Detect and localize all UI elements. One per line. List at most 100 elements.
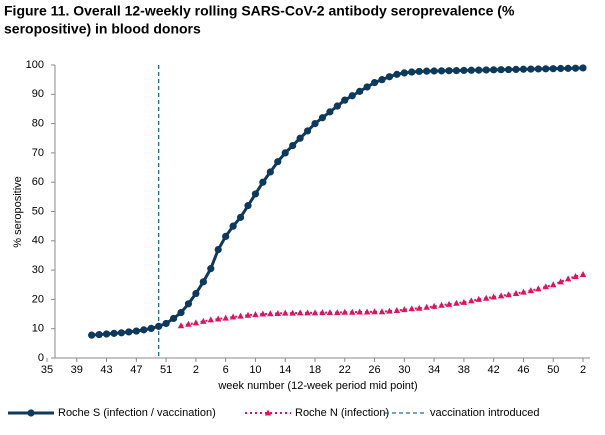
point — [282, 309, 289, 316]
point — [564, 64, 572, 72]
point — [527, 65, 535, 73]
y-tick-label: 50 — [32, 205, 44, 217]
point — [117, 329, 126, 337]
point — [169, 314, 178, 323]
point — [512, 290, 520, 297]
point — [385, 73, 394, 81]
point — [423, 67, 431, 75]
point — [483, 294, 490, 301]
point — [579, 270, 587, 277]
point — [363, 83, 371, 91]
point — [356, 308, 363, 315]
point — [408, 68, 416, 76]
point — [401, 306, 408, 313]
point — [318, 114, 327, 122]
point — [519, 65, 528, 73]
x-tick-label: 38 — [458, 364, 470, 376]
point — [453, 299, 460, 306]
point — [244, 202, 252, 210]
point — [437, 67, 446, 75]
legend-label: vaccination introduced — [430, 407, 539, 419]
point — [512, 65, 520, 73]
point — [430, 67, 438, 75]
point — [393, 70, 401, 78]
y-tick-label: 100 — [26, 59, 44, 71]
point — [289, 309, 296, 316]
y-tick-label: 10 — [32, 323, 44, 335]
point — [490, 66, 498, 74]
x-tick-label: 46 — [517, 364, 529, 376]
point — [311, 120, 319, 128]
point — [505, 291, 512, 298]
point — [348, 92, 356, 100]
point — [564, 275, 572, 282]
point — [304, 309, 311, 316]
point — [363, 308, 371, 315]
point — [557, 278, 564, 285]
x-tick-label: 6 — [223, 364, 229, 376]
point — [184, 300, 193, 308]
point — [475, 295, 482, 302]
point — [579, 64, 587, 72]
point — [177, 322, 185, 329]
point — [497, 292, 505, 299]
point — [140, 326, 148, 334]
y-tick-label: 20 — [32, 293, 44, 305]
legend-marker — [27, 409, 35, 417]
point — [460, 298, 468, 305]
point — [468, 297, 475, 304]
point — [215, 315, 222, 322]
point — [281, 149, 289, 157]
legend-label: Roche S (infection / vaccination) — [58, 407, 216, 419]
point — [110, 329, 118, 337]
point — [259, 178, 267, 186]
y-tick-label: 70 — [32, 147, 44, 159]
point — [438, 301, 445, 308]
point — [504, 65, 513, 74]
point — [185, 320, 192, 327]
point — [341, 308, 348, 315]
point — [319, 309, 326, 316]
point — [445, 300, 453, 307]
x-tick-label: 22 — [339, 364, 351, 376]
point — [192, 289, 200, 298]
x-tick-label: 14 — [279, 364, 291, 376]
y-tick-label: 80 — [32, 118, 44, 130]
point — [274, 309, 281, 316]
point — [542, 283, 549, 290]
x-tick-label: 35 — [41, 364, 53, 376]
point — [430, 302, 438, 309]
legend-marker — [264, 409, 272, 416]
point — [423, 303, 430, 310]
point — [274, 158, 282, 166]
point — [296, 309, 304, 316]
point — [311, 309, 319, 316]
point — [147, 324, 155, 333]
legend-label: Roche N (infection) — [295, 407, 389, 419]
x-tick-label: 39 — [71, 364, 83, 376]
point — [333, 102, 341, 110]
point — [236, 213, 245, 221]
x-tick-label: 47 — [130, 364, 142, 376]
point — [356, 87, 364, 95]
point — [95, 330, 103, 339]
point — [207, 316, 214, 323]
point — [534, 65, 542, 73]
point — [267, 310, 274, 317]
point — [88, 331, 96, 339]
point — [222, 314, 229, 321]
point — [520, 288, 527, 295]
point — [259, 310, 267, 317]
point — [192, 319, 200, 326]
point — [229, 313, 237, 320]
x-tick-label: 43 — [100, 364, 112, 376]
point — [155, 322, 163, 330]
y-tick-label: 30 — [32, 264, 44, 276]
point — [467, 66, 475, 74]
x-tick-label: 30 — [398, 364, 410, 376]
point — [370, 78, 379, 87]
point — [460, 66, 468, 75]
point — [349, 308, 356, 315]
point — [549, 65, 557, 73]
